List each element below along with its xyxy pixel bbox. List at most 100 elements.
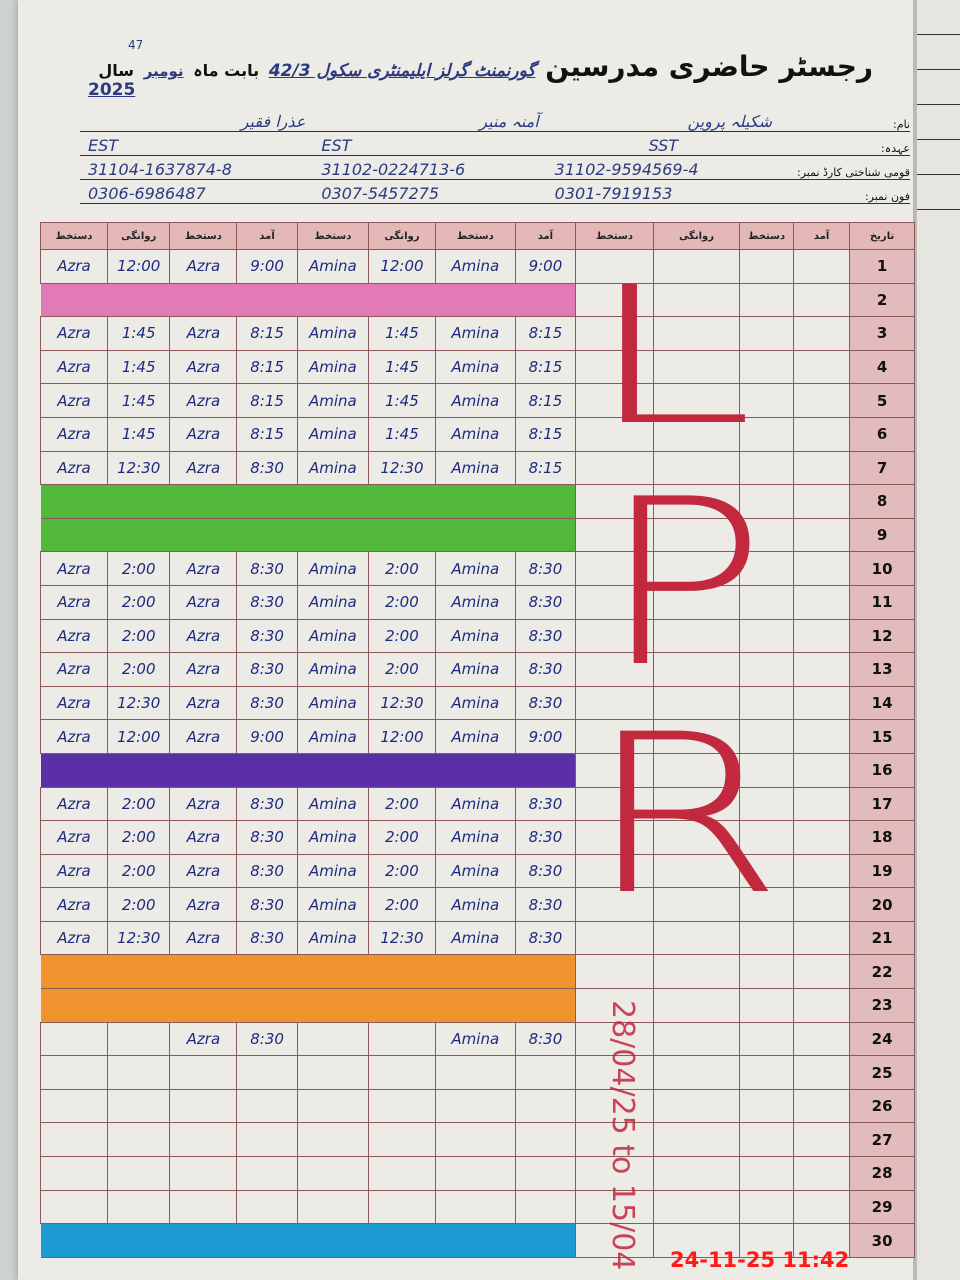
attendance-cell: Azra bbox=[40, 920, 108, 956]
date-cell: 16 bbox=[849, 752, 915, 788]
attendance-cell: 8:15 bbox=[514, 416, 577, 452]
attendance-row: 30 bbox=[40, 1223, 915, 1258]
attendance-cell bbox=[236, 1088, 298, 1124]
attendance-cell: Azra bbox=[169, 383, 238, 418]
attendance-row: Azra 1:45 Azra 8:15 Amina 1:45 Amina 8:15 4 bbox=[40, 349, 915, 385]
attendance-cell bbox=[367, 1189, 436, 1225]
attendance-cell: 9:00 bbox=[514, 719, 577, 754]
date-cell: 26 bbox=[849, 1088, 915, 1124]
orange-holiday-band bbox=[40, 954, 576, 990]
attendance-cell bbox=[793, 1189, 851, 1225]
teacher-2-cnic: 31102-0224713-6 bbox=[321, 160, 466, 179]
attendance-cell bbox=[367, 1088, 436, 1124]
attendance-cell: 1:45 bbox=[367, 416, 436, 452]
teacher-info: عذرا فقیر آمنہ منیر شکیلہ پروین نام: EST… bbox=[80, 108, 910, 204]
attendance-cell: Azra bbox=[40, 584, 108, 620]
attendance-cell bbox=[106, 1122, 171, 1158]
attendance-cell: Azra bbox=[40, 551, 108, 586]
attendance-cell bbox=[793, 349, 851, 385]
attendance-cell bbox=[434, 1156, 516, 1191]
attendance-row: Azra 2:00 Azra 8:30 Amina 2:00 Amina 8:30 12 bbox=[40, 618, 915, 654]
month-label: بابت ماہ bbox=[193, 61, 260, 80]
attendance-cell bbox=[793, 551, 851, 586]
attendance-cell: Amina bbox=[296, 820, 369, 855]
attendance-cell bbox=[652, 719, 741, 754]
attendance-cell: 2:00 bbox=[367, 618, 436, 654]
attendance-cell bbox=[739, 450, 795, 486]
attendance-cell: Amina bbox=[434, 820, 516, 855]
attendance-cell bbox=[106, 1055, 171, 1090]
attendance-cell bbox=[367, 1021, 436, 1057]
attendance-cell: Amina bbox=[296, 618, 369, 654]
attendance-cell bbox=[739, 719, 795, 754]
attendance-row: Azra 12:30 Azra 8:30 Amina 12:30 Amina 8:15 7 bbox=[40, 450, 915, 486]
column-header: دستخط bbox=[40, 222, 108, 250]
attendance-cell: 8:30 bbox=[236, 853, 298, 889]
attendance-cell bbox=[793, 820, 851, 855]
date-cell: 15 bbox=[849, 719, 915, 754]
attendance-cell: Azra bbox=[169, 450, 238, 486]
attendance-row: Azra 2:00 Azra 8:30 Amina 2:00 Amina 8:30 13 bbox=[40, 652, 915, 687]
attendance-row: 22 bbox=[40, 954, 915, 990]
attendance-row: 27 bbox=[40, 1122, 915, 1158]
attendance-cell bbox=[236, 1122, 298, 1158]
attendance-cell bbox=[169, 1055, 238, 1090]
attendance-cell: Azra bbox=[169, 316, 238, 351]
attendance-cell bbox=[236, 1189, 298, 1225]
attendance-cell: 8:30 bbox=[514, 618, 577, 654]
attendance-cell bbox=[434, 1055, 516, 1090]
attendance-cell: 8:30 bbox=[236, 786, 298, 822]
attendance-cell: 8:30 bbox=[236, 584, 298, 620]
attendance-cell bbox=[40, 1088, 108, 1124]
attendance-cell: Azra bbox=[169, 887, 238, 922]
attendance-cell bbox=[575, 887, 654, 922]
attendance-cell: Amina bbox=[434, 618, 516, 654]
attendance-cell: 8:15 bbox=[514, 349, 577, 385]
attendance-cell bbox=[106, 1088, 171, 1124]
attendance-cell: 2:00 bbox=[367, 887, 436, 922]
school-name: گورنمنٹ گرلز ایلیمنٹری سکول 42/3 bbox=[268, 61, 536, 81]
attendance-cell: 8:30 bbox=[236, 887, 298, 922]
date-cell: 18 bbox=[849, 820, 915, 855]
attendance-cell bbox=[575, 988, 654, 1023]
attendance-cell bbox=[652, 1156, 741, 1191]
attendance-cell bbox=[514, 1122, 577, 1158]
attendance-cell bbox=[739, 1122, 795, 1158]
attendance-cell: 2:00 bbox=[367, 652, 436, 687]
attendance-cell bbox=[514, 1088, 577, 1124]
attendance-cell bbox=[236, 1156, 298, 1191]
attendance-cell: Azra bbox=[169, 618, 238, 654]
date-cell: 29 bbox=[849, 1189, 915, 1225]
pink-holiday-band bbox=[40, 282, 576, 318]
column-header: دستخط bbox=[296, 222, 369, 250]
camera-timestamp: 24-11-25 11:42 bbox=[670, 1248, 850, 1272]
phone-row: 0306-6986487 0307-5457275 0301-7919153 ف… bbox=[80, 180, 910, 204]
attendance-cell: Amina bbox=[434, 551, 516, 586]
attendance-cell: 9:00 bbox=[236, 719, 298, 754]
attendance-cell: Amina bbox=[296, 349, 369, 385]
attendance-cell bbox=[793, 954, 851, 990]
attendance-cell: Azra bbox=[40, 887, 108, 922]
teacher-1-designation: EST bbox=[88, 136, 119, 155]
attendance-cell: 1:45 bbox=[367, 349, 436, 385]
attendance-cell bbox=[739, 1055, 795, 1090]
attendance-cell: Amina bbox=[434, 584, 516, 620]
attendance-cell bbox=[652, 249, 741, 284]
attendance-cell: 2:00 bbox=[367, 551, 436, 586]
attendance-row: Azra 2:00 Azra 8:30 Amina 2:00 Amina 8:30 18 bbox=[40, 820, 915, 855]
attendance-cell: Amina bbox=[296, 416, 369, 452]
attendance-cell: Azra bbox=[169, 584, 238, 620]
attendance-cell bbox=[514, 1055, 577, 1090]
attendance-cell: Amina bbox=[296, 450, 369, 486]
attendance-cell: 1:45 bbox=[367, 316, 436, 351]
attendance-cell bbox=[514, 1156, 577, 1191]
attendance-cell: Azra bbox=[169, 1021, 238, 1057]
attendance-cell: Amina bbox=[296, 685, 369, 721]
attendance-cell bbox=[434, 1122, 516, 1158]
date-cell: 11 bbox=[849, 584, 915, 620]
attendance-cell bbox=[739, 853, 795, 889]
column-header: دستخط bbox=[739, 222, 795, 250]
attendance-cell: Azra bbox=[40, 383, 108, 418]
attendance-cell: Azra bbox=[40, 786, 108, 822]
attendance-cell bbox=[652, 1223, 741, 1258]
